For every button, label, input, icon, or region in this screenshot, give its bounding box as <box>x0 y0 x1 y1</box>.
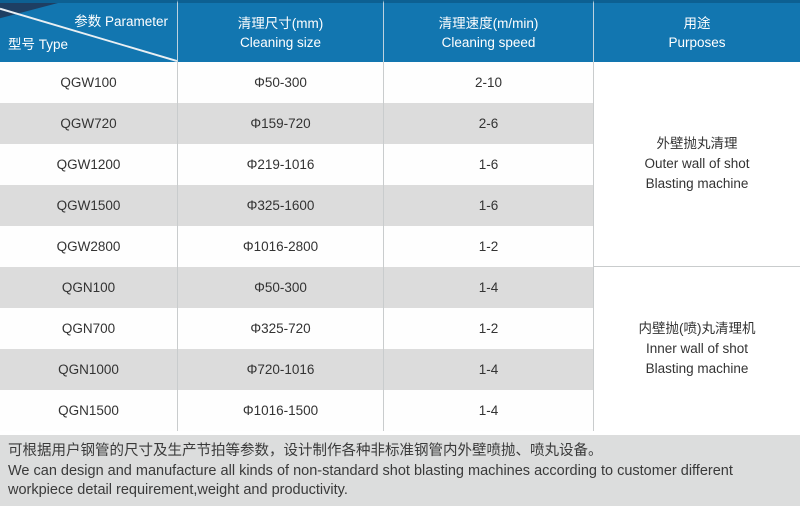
purpose-inner-wall-en1: Inner wall of shot <box>645 341 749 356</box>
purpose-inner-wall: 内壁抛(喷)丸清理机 Inner wall of shot Blasting m… <box>593 267 800 431</box>
header-purposes: 用途 Purposes <box>593 0 800 62</box>
model-cell: QGW2800 <box>0 226 177 267</box>
header-cleaning-speed: 清理速度(m/min) Cleaning speed <box>383 0 593 62</box>
footer-note: 可根据用户钢管的尺寸及生产节拍等参数，设计制作各种非标准钢管内外壁喷抛、喷丸设备… <box>0 435 800 506</box>
speed-cell: 1-4 <box>383 390 593 431</box>
footer-note-en1: We can design and manufacture all kinds … <box>8 463 733 479</box>
model-cell: QGN700 <box>0 308 177 349</box>
model-cell: QGW720 <box>0 103 177 144</box>
size-cell: Φ720-1016 <box>177 349 383 390</box>
purpose-inner-wall-en2: Blasting machine <box>645 361 749 376</box>
header-type-label: 型号 Type <box>8 37 69 52</box>
header-cleaning-speed-zh: 清理速度(m/min) <box>438 15 539 31</box>
size-cell: Φ325-1600 <box>177 185 383 226</box>
model-cell: QGN100 <box>0 267 177 308</box>
size-cell: Φ325-720 <box>177 308 383 349</box>
speed-cell: 1-4 <box>383 267 593 308</box>
model-cell: QGW100 <box>0 62 177 103</box>
footer-note-en2: workpiece detail requirement,weight and … <box>8 482 348 498</box>
size-cell: Φ1016-2800 <box>177 226 383 267</box>
footer-note-zh: 可根据用户钢管的尺寸及生产节拍等参数，设计制作各种非标准钢管内外壁喷抛、喷丸设备… <box>8 443 603 459</box>
model-cell: QGN1000 <box>0 349 177 390</box>
header-purposes-zh: 用途 <box>683 15 711 31</box>
header-purposes-en: Purposes <box>668 34 726 50</box>
purpose-inner-wall-zh: 内壁抛(喷)丸清理机 <box>638 321 756 336</box>
speed-cell: 1-2 <box>383 226 593 267</box>
model-cell: QGN1500 <box>0 390 177 431</box>
speed-cell: 1-4 <box>383 349 593 390</box>
model-cell: QGW1200 <box>0 144 177 185</box>
header-cleaning-size-en: Cleaning size <box>239 34 322 50</box>
speed-cell: 1-6 <box>383 185 593 226</box>
size-cell: Φ1016-1500 <box>177 390 383 431</box>
model-cell: QGW1500 <box>0 185 177 226</box>
speed-cell: 1-2 <box>383 308 593 349</box>
size-cell: Φ50-300 <box>177 267 383 308</box>
size-cell: Φ50-300 <box>177 62 383 103</box>
header-cleaning-size: 清理尺寸(mm) Cleaning size <box>177 0 383 62</box>
speed-cell: 2-10 <box>383 62 593 103</box>
diagonal-divider-icon <box>0 3 177 62</box>
purpose-outer-wall: 外壁抛丸清理 Outer wall of shot Blasting machi… <box>593 62 800 267</box>
purpose-outer-wall-en1: Outer wall of shot <box>644 156 750 171</box>
size-cell: Φ159-720 <box>177 103 383 144</box>
header-cleaning-size-zh: 清理尺寸(mm) <box>237 15 324 31</box>
size-cell: Φ219-1016 <box>177 144 383 185</box>
header-parameter-label: 参数 Parameter <box>74 14 168 29</box>
speed-cell: 1-6 <box>383 144 593 185</box>
purpose-outer-wall-zh: 外壁抛丸清理 <box>656 136 738 151</box>
header-corner-cell: 参数 Parameter 型号 Type <box>0 0 177 62</box>
spec-table: 参数 Parameter 型号 Type 清理尺寸(mm) Cleaning s… <box>0 0 800 431</box>
purpose-outer-wall-en2: Blasting machine <box>645 176 749 191</box>
speed-cell: 2-6 <box>383 103 593 144</box>
header-cleaning-speed-en: Cleaning speed <box>441 34 536 50</box>
